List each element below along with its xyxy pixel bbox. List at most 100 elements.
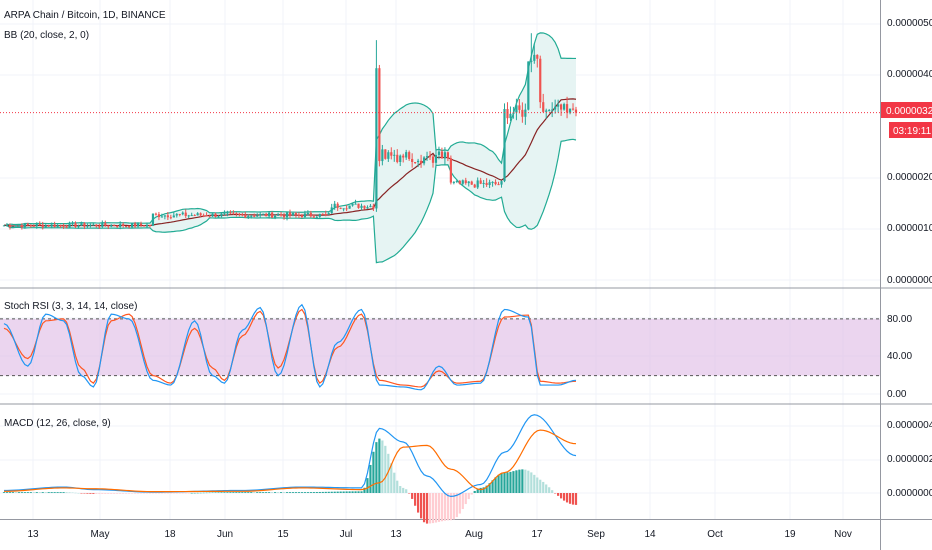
candle-body (56, 225, 59, 227)
candle-body (560, 104, 563, 110)
macd-histogram-bar (274, 492, 277, 493)
candle (271, 211, 274, 218)
candle-body (279, 214, 283, 216)
candle (327, 212, 330, 216)
candle-body (160, 216, 163, 218)
macd-histogram-bar (414, 493, 417, 506)
candle (214, 212, 217, 218)
candle (178, 213, 181, 217)
candle-body (422, 157, 426, 164)
candle-body (384, 149, 387, 159)
time-tick: 13 (27, 529, 39, 540)
macd-histogram-bar (265, 492, 268, 493)
candle (446, 151, 449, 162)
candle-body (98, 226, 101, 228)
macd-histogram-bar (375, 442, 378, 493)
macd-histogram-bar (545, 484, 548, 493)
macd-histogram-bar (95, 493, 98, 494)
candle-body (175, 214, 178, 216)
candle-body (363, 205, 366, 209)
macd-histogram-bar (38, 492, 41, 493)
candle-body (119, 224, 122, 227)
candle (458, 180, 461, 185)
candle (378, 64, 381, 167)
macd-histogram-bar (488, 483, 491, 493)
candle-body (145, 224, 149, 227)
candle-body (53, 224, 56, 227)
macd-histogram (2, 438, 578, 524)
candle-body (241, 214, 244, 216)
candle (425, 151, 429, 161)
candle-body (473, 184, 476, 188)
candle (333, 200, 336, 210)
candle-body (479, 180, 482, 184)
candle (315, 215, 318, 219)
candlestick-series[interactable] (2, 33, 578, 230)
macd-histogram-bar (521, 469, 524, 493)
macd-histogram-bar (303, 492, 306, 493)
candle-body (92, 224, 95, 226)
candle (56, 224, 59, 228)
macd-histogram-bar (557, 493, 560, 496)
candle-body (431, 156, 435, 163)
candle-body (321, 213, 324, 215)
candle-body (101, 223, 104, 227)
macd-histogram-bar (321, 491, 324, 493)
symbol-legend[interactable]: ARPA Chain / Bitcoin, 1D, BINANCE (4, 10, 166, 21)
candle-body (128, 226, 131, 228)
candle-body (5, 225, 9, 227)
time-tick: Jun (217, 529, 233, 540)
candle (119, 221, 122, 230)
candle (297, 212, 301, 219)
candle (131, 222, 134, 228)
candle (181, 211, 184, 216)
macd-histogram-bar (11, 492, 15, 493)
candle-body (178, 214, 181, 216)
macd-histogram-bar (77, 493, 80, 494)
candle-body (405, 152, 408, 158)
macd-histogram-bar (65, 492, 68, 493)
candle (23, 223, 26, 229)
candle (32, 224, 35, 227)
candle (545, 108, 548, 119)
macd-histogram-bar (131, 493, 134, 494)
macd-histogram-bar (527, 470, 530, 493)
candle-body (110, 225, 113, 227)
candle (116, 225, 119, 228)
candle-body (244, 214, 247, 218)
candle-body (333, 203, 336, 208)
macd-histogram-bar (110, 493, 113, 494)
macd-histogram-bar (562, 493, 566, 501)
macd-histogram-bar (312, 492, 315, 493)
macd-legend[interactable]: MACD (12, 26, close, 9) (4, 418, 111, 429)
candle-body (506, 109, 509, 119)
macd-histogram-bar (229, 492, 232, 493)
candle (384, 149, 387, 160)
macd-histogram-bar (29, 492, 32, 493)
macd-histogram-bar (154, 493, 158, 494)
candle-body (29, 224, 32, 226)
candle (473, 183, 476, 188)
candle (71, 221, 74, 227)
macd-histogram-bar (139, 493, 143, 494)
candle-body (41, 224, 44, 228)
candle (452, 181, 455, 185)
candle (50, 222, 53, 229)
candle (390, 147, 393, 160)
bb-legend[interactable]: BB (20, close, 2, 0) (4, 30, 89, 41)
candle-body (354, 203, 357, 205)
stoch-axis[interactable]: 80.00 40.00 0.00 (887, 314, 912, 400)
candle-body (387, 152, 390, 159)
time-axis[interactable]: 13 May 18 Jun 15 Jul 13 Aug 17 Sep 14 Oc… (27, 529, 851, 540)
macd-line (3, 414, 577, 498)
candle (139, 221, 143, 227)
candle-body (220, 213, 223, 217)
candle (205, 212, 208, 217)
candle-body (65, 226, 68, 228)
stoch-legend[interactable]: Stoch RSI (3, 3, 14, 14, close) (4, 301, 137, 312)
